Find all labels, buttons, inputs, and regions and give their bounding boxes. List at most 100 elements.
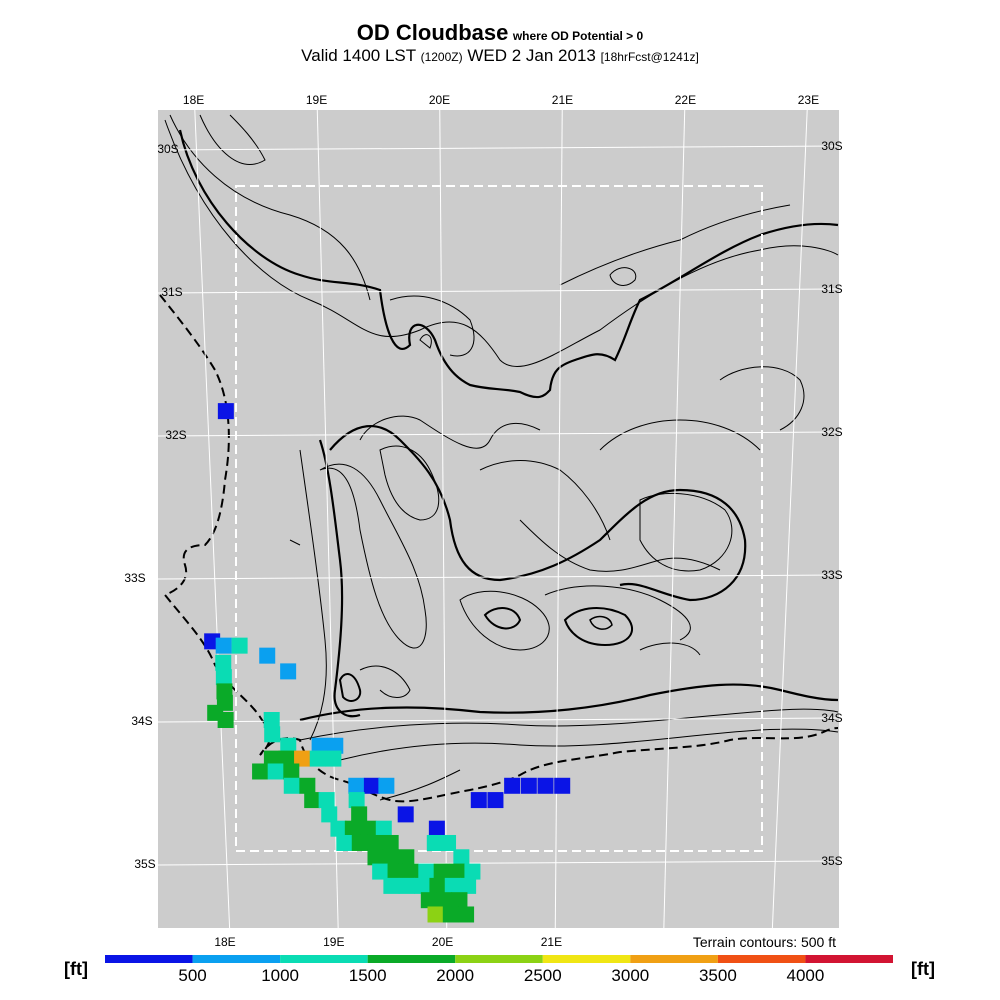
lon-labels-bottom: 18E 19E 20E 21E [214,935,562,949]
cloudbase-cell [427,906,444,923]
terrain-note: Terrain contours: 500 ft [693,934,836,950]
cloudbase-cell [449,863,466,880]
colorbar-swatch [805,955,893,963]
lon-label: 19E [323,935,344,949]
colorbar-unit-left: [ft] [64,959,88,979]
lat-line [157,145,840,151]
cloudbase-cell [344,820,361,837]
terrain-contours [164,114,839,801]
cloudbase-cell [351,834,368,851]
colorbar-tick: 1000 [261,966,299,985]
cloudbase-cell [418,863,435,880]
lon-label: 21E [552,93,573,107]
lon-label: 20E [429,93,450,107]
lon-line [771,109,808,929]
forecast-note: [18hrFcst@1241z] [600,50,699,64]
cloudbase-cell [318,792,335,809]
lat-labels-left: 30S 31S 32S 33S 34S 35S [124,142,186,871]
cloudbase-cell [387,863,404,880]
cloudbase-cell [398,877,415,894]
valid-utc: (1200Z) [420,50,463,64]
lon-label: 21E [541,935,562,949]
colorbar-tick: 3500 [699,966,737,985]
cloudbase-cell [263,750,280,767]
colorbar-tick: 2500 [524,966,562,985]
cloudbase-cell [351,806,368,823]
cloudbase-cell [487,792,504,809]
cloudbase-cell [428,820,445,837]
cloudbase-cell [442,906,459,923]
cloudbase-cell [378,777,395,794]
cloudbase-cell [460,877,477,894]
colorbar-tick-labels: 500 1000 1500 2000 2500 3000 3500 4000 [178,966,824,985]
valid-date: WED 2 Jan 2013 [467,46,596,65]
valid-time: Valid 1400 LST (1200Z) WED 2 Jan 2013 [1… [0,46,1000,66]
cloudbase-cell [451,892,468,909]
title-note: where OD Potential > 0 [512,29,644,43]
lon-labels-top: 18E 19E 20E 21E 22E 23E [183,93,819,107]
cloudbase-cell [327,737,344,754]
cloudbase-cell [311,737,328,754]
cloudbase-cell [453,849,470,866]
colorbar-tick: 2000 [436,966,474,985]
cloudbase-cell [215,654,232,671]
lon-label: 18E [214,935,235,949]
lat-label: 32S [165,428,186,442]
cloudbase-cell [325,750,342,767]
cloudbase-cell [321,806,338,823]
cloudbase-cell [367,834,384,851]
lat-label: 35S [134,857,155,871]
cloudbase-cell [383,877,400,894]
colorbar-tick: 3000 [611,966,649,985]
title-main: OD Cloudbase [356,20,509,45]
lat-line [157,431,840,437]
cloudbase-cell [433,863,450,880]
lon-label: 22E [675,93,696,107]
colorbar-swatch [192,955,281,963]
cloudbase-cell [283,777,300,794]
lon-line [316,109,339,929]
lon-label: 18E [183,93,204,107]
map-background [158,110,839,928]
cloudbase-cell [264,726,281,743]
lat-label: 30S [821,139,842,153]
cloudbase-cell [520,777,537,794]
cloudbase-cell [458,906,475,923]
lat-label: 30S [157,142,178,156]
cloudbase-cell [280,737,297,754]
cloudbase-cell [280,663,297,680]
cloudbase-cell [382,834,399,851]
cloudbase-cell [464,863,481,880]
cloudbase-cell [215,669,232,686]
cloudbase-cells [204,403,571,923]
lon-label: 23E [798,93,819,107]
colorbar-unit-right: [ft] [911,959,935,979]
colorbar-swatch [280,955,368,963]
cloudbase-cell [429,877,446,894]
cloudbase-cell [304,792,321,809]
cloudbase-cell [215,637,232,654]
lon-label: 19E [306,93,327,107]
colorbar [105,955,893,963]
colorbar-swatch [542,955,631,963]
cloudbase-cell [372,863,389,880]
colorbar-swatch [105,955,193,963]
colorbar-swatch [367,955,456,963]
lat-label: 32S [821,425,842,439]
cloudbase-cell [420,892,437,909]
cloudbase-cell [375,820,392,837]
colorbar-tick: 4000 [787,966,825,985]
cloudbase-cell [259,647,276,664]
lon-line [439,109,448,929]
cloudbase-cell [414,877,431,894]
lon-line [194,109,231,929]
inner-domain-box [235,185,763,852]
lat-lon-grid [157,109,840,929]
lat-label: 35S [821,854,842,868]
cloudbase-cell [440,834,457,851]
cloudbase-cell [397,806,414,823]
colorbar-swatch [630,955,718,963]
cloudbase-cell [426,834,443,851]
lat-line [157,288,840,294]
cloudbase-cell [470,792,487,809]
